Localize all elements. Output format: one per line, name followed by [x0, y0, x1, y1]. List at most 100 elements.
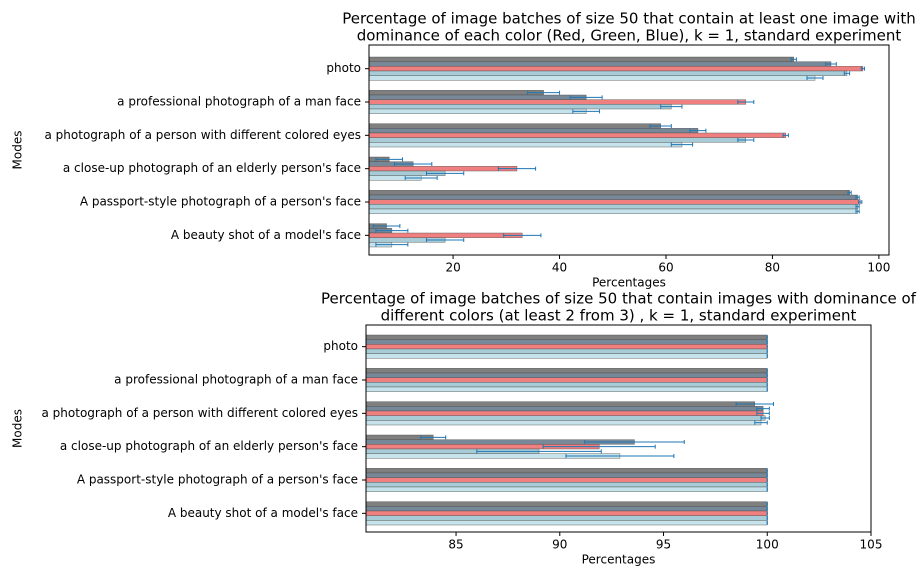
bar: [365, 510, 768, 516]
bar: [365, 415, 766, 421]
error-bar: [782, 133, 789, 138]
bar: [368, 128, 699, 134]
error-bar: [527, 90, 561, 95]
error-bar: [569, 95, 603, 100]
error-bar: [858, 200, 863, 204]
bar: [368, 75, 816, 81]
chart-title: Percentage of image batches of size 50 t…: [342, 10, 916, 28]
x-tick-label: 90: [552, 538, 567, 552]
error-bar: [756, 411, 770, 416]
error-bar: [847, 190, 852, 195]
error-bar: [476, 449, 602, 454]
y-axis-label: Modes: [11, 131, 25, 170]
bar: [368, 90, 544, 96]
bar: [365, 368, 768, 374]
error-bar: [754, 420, 768, 425]
error-bar: [649, 124, 672, 128]
bar: [365, 377, 768, 383]
bar: [368, 166, 518, 172]
x-tick-label: 100: [867, 261, 890, 275]
y-tick-label: photo: [323, 339, 358, 353]
bar: [368, 199, 861, 205]
y-tick-label: a professional photograph of a man face: [114, 373, 358, 387]
bar: [368, 190, 850, 196]
bar: [365, 468, 768, 474]
bar: [368, 208, 858, 214]
error-bar: [375, 157, 404, 162]
x-tick-label: 20: [445, 261, 460, 275]
bar: [365, 386, 768, 392]
error-bar: [394, 162, 433, 166]
chart-title: different colors (at least 2 from 3) , k…: [381, 307, 857, 325]
bar: [365, 382, 768, 388]
plot-frame: [368, 44, 890, 256]
plot-frame: [365, 324, 872, 533]
error-bar: [735, 402, 774, 406]
error-bar: [806, 76, 824, 80]
bar: [365, 482, 768, 488]
error-bar: [660, 104, 683, 109]
y-tick-label: a photograph of a person with different …: [45, 128, 362, 142]
bar: [365, 372, 768, 378]
error-bar: [572, 109, 600, 114]
error-bar: [855, 209, 860, 214]
bar: [368, 99, 747, 105]
chart-title: Percentage of image batches of size 50 t…: [321, 290, 917, 308]
error-bar: [425, 238, 465, 242]
error-bar: [375, 228, 409, 233]
x-tick-label: 85: [448, 538, 463, 552]
chart-title: dominance of each color (Red, Green, Blu…: [357, 27, 902, 45]
bar: [365, 472, 768, 478]
bar: [365, 420, 762, 426]
bar: [365, 344, 768, 350]
bar: [365, 348, 768, 354]
bar: [368, 137, 747, 143]
bar: [365, 339, 768, 345]
error-bar: [737, 138, 755, 142]
bar: [365, 506, 768, 512]
y-tick-label: a professional photograph of a man face: [117, 95, 361, 109]
error-bar: [372, 224, 401, 228]
error-bar: [420, 435, 447, 440]
x-tick-label: 80: [765, 261, 780, 275]
bar: [368, 94, 587, 100]
error-bar: [855, 195, 860, 200]
y-tick-label: a close-up photograph of an elderly pers…: [63, 161, 361, 175]
error-bar: [689, 128, 707, 133]
y-tick-label: photo: [326, 61, 361, 75]
y-axis-label: Modes: [11, 409, 25, 448]
y-tick-label: a close-up photograph of an elderly pers…: [60, 439, 358, 453]
bar: [368, 232, 523, 238]
error-bar: [855, 204, 860, 209]
x-tick-label: 40: [552, 261, 567, 275]
bar: [368, 194, 858, 200]
error-bar: [404, 176, 438, 180]
error-bar: [760, 416, 770, 420]
x-axis-label: Percentages: [582, 553, 656, 567]
bar: [365, 410, 764, 416]
bar: [368, 61, 832, 67]
bar: [365, 406, 764, 412]
bar: [368, 142, 683, 148]
error-bar: [737, 100, 755, 104]
y-tick-label: A passport-style photograph of a person'…: [80, 195, 361, 209]
error-bar: [425, 171, 465, 176]
bar: [368, 104, 672, 110]
bar: [365, 486, 768, 492]
y-tick-label: A beauty shot of a model's face: [171, 228, 361, 242]
bar: [368, 56, 794, 62]
bar: [368, 66, 864, 72]
bar: [365, 334, 768, 340]
y-tick-label: A beauty shot of a model's face: [168, 506, 358, 520]
bar: [368, 132, 786, 138]
error-bar: [565, 454, 675, 458]
bar: [368, 108, 587, 114]
y-tick-label: A passport-style photograph of a person'…: [77, 473, 358, 487]
x-tick-label: 95: [656, 538, 671, 552]
bar: [368, 70, 848, 76]
bar: [365, 515, 768, 521]
bar: [365, 353, 768, 359]
bar: [365, 501, 768, 507]
x-axis-label: Percentages: [592, 276, 666, 290]
